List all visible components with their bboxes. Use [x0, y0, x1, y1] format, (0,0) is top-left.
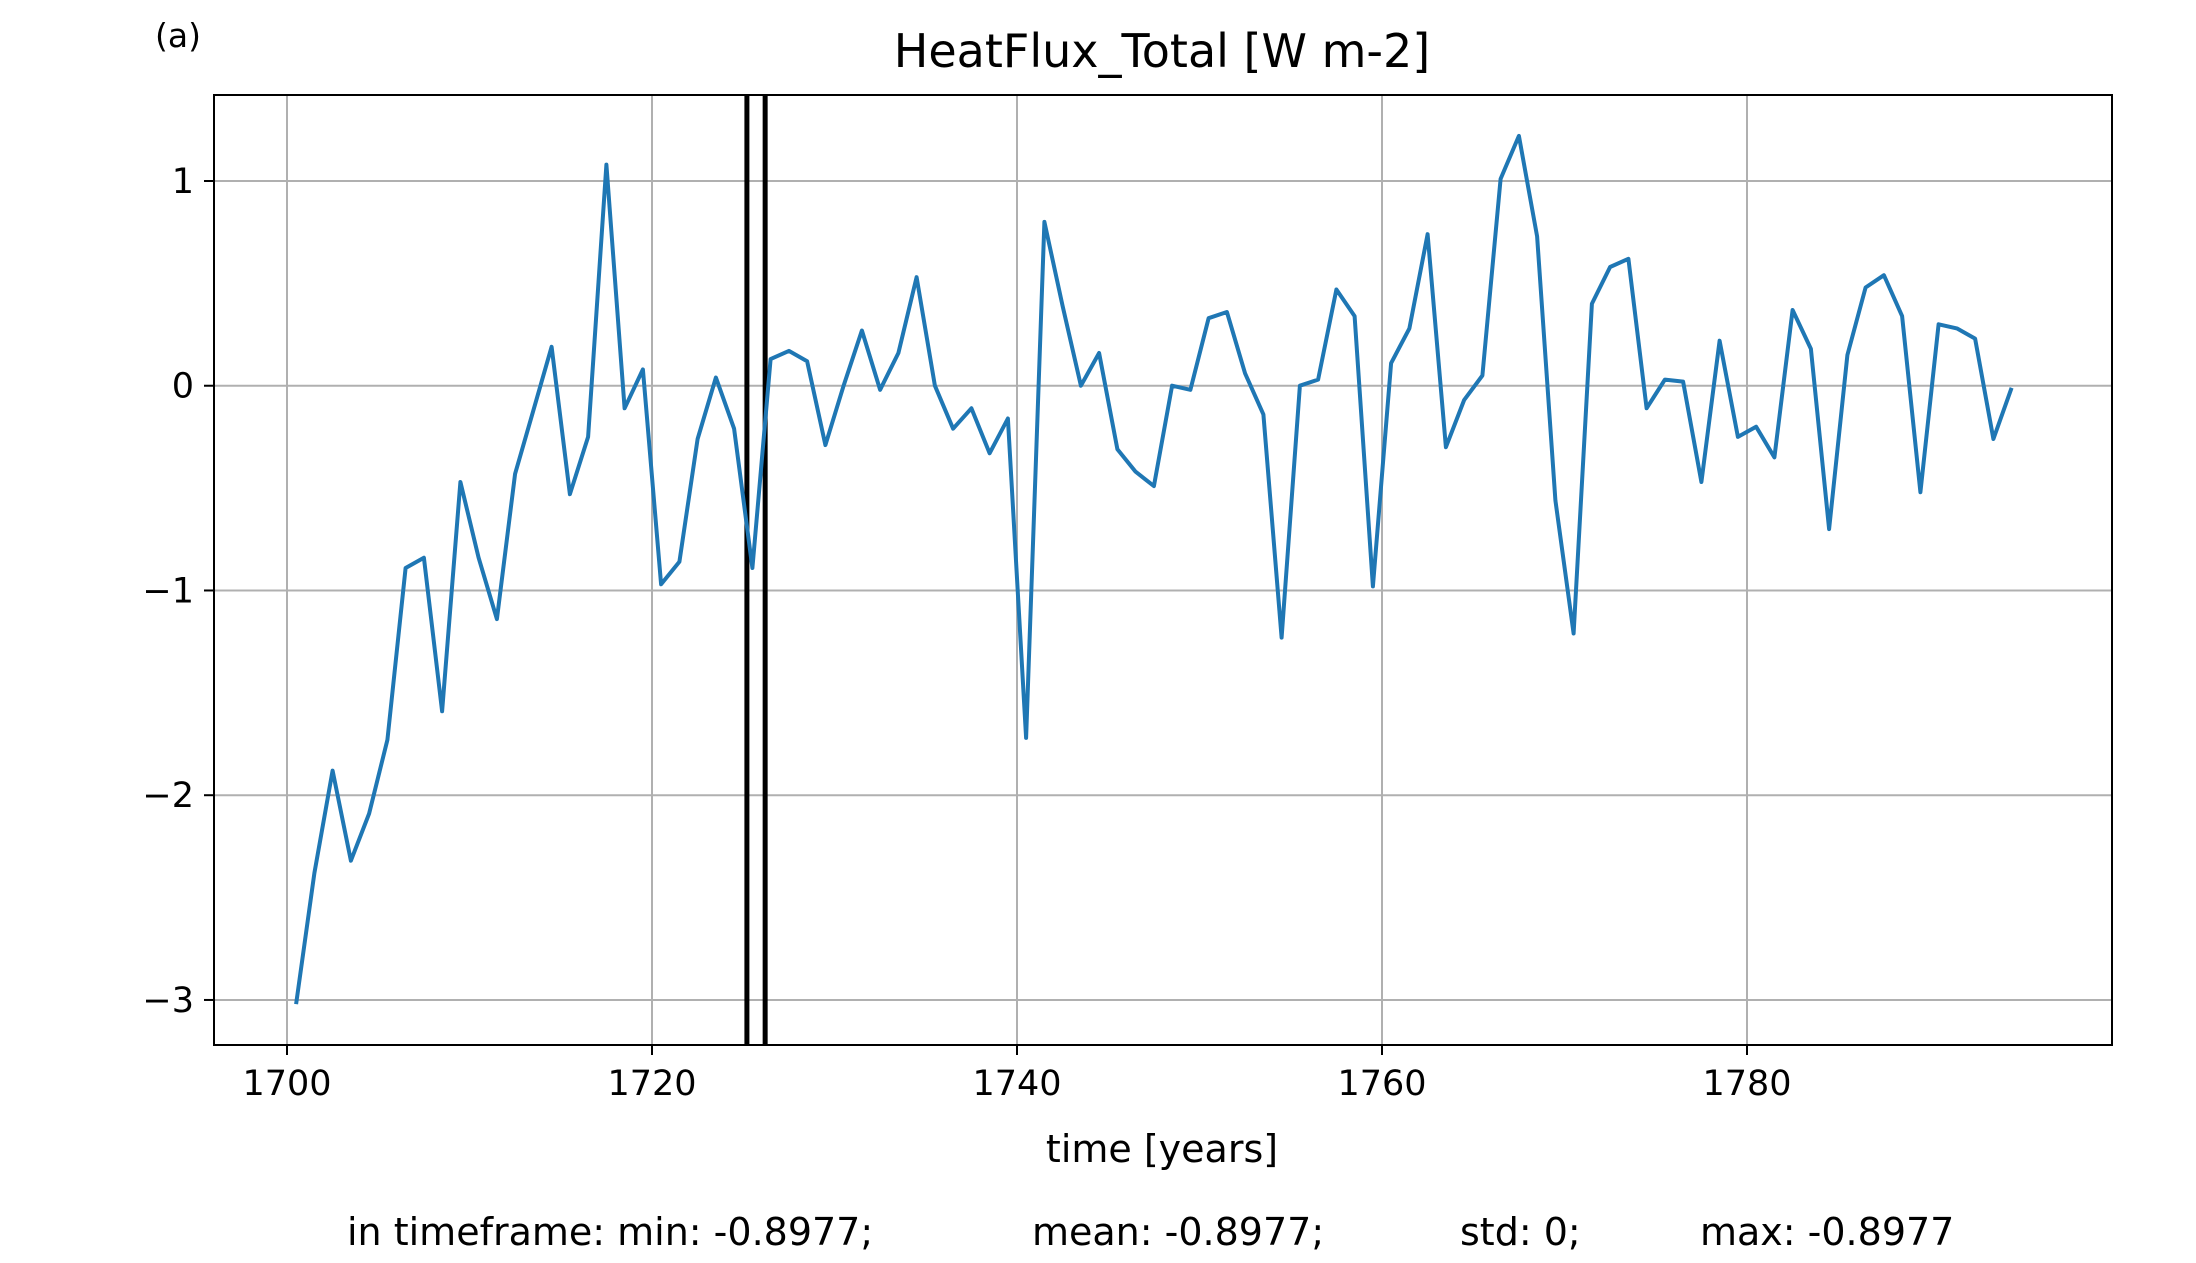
plot-frame [213, 94, 2113, 1046]
series-layer [294, 133, 2014, 1005]
x-tick-label: 1780 [1702, 1064, 1791, 1104]
stats-line: in timeframe: min: -0.8977; mean: -0.897… [347, 1210, 1954, 1254]
x-axis-ticks: 1700 1720 1740 1760 1780 [242, 1045, 1792, 1104]
y-tick-label: 0 [172, 367, 194, 407]
x-tick-label: 1760 [1337, 1064, 1426, 1104]
panel-label: (a) [155, 16, 201, 55]
stats-max: max: -0.8977 [1700, 1210, 1954, 1254]
y-tick-label: 1 [172, 162, 194, 202]
series-line [294, 133, 2014, 1005]
stats-min: in timeframe: min: -0.8977; [347, 1210, 873, 1254]
x-tick-label: 1700 [242, 1064, 331, 1104]
vertical-markers [744, 95, 768, 1045]
stats-std: std: 0; [1460, 1210, 1581, 1254]
y-tick-label: −3 [142, 981, 194, 1021]
chart-title: HeatFlux_Total [W m-2] [894, 24, 1430, 78]
grid [214, 95, 2112, 1045]
x-tick-label: 1720 [607, 1064, 696, 1104]
y-tick-label: −1 [142, 571, 194, 611]
stats-mean: mean: -0.8977; [1032, 1210, 1324, 1254]
y-axis-ticks: −3 −2 −1 0 1 [142, 162, 214, 1021]
y-tick-label: −2 [142, 776, 194, 816]
x-tick-label: 1740 [972, 1064, 1061, 1104]
x-axis-label: time [years] [1046, 1127, 1278, 1171]
